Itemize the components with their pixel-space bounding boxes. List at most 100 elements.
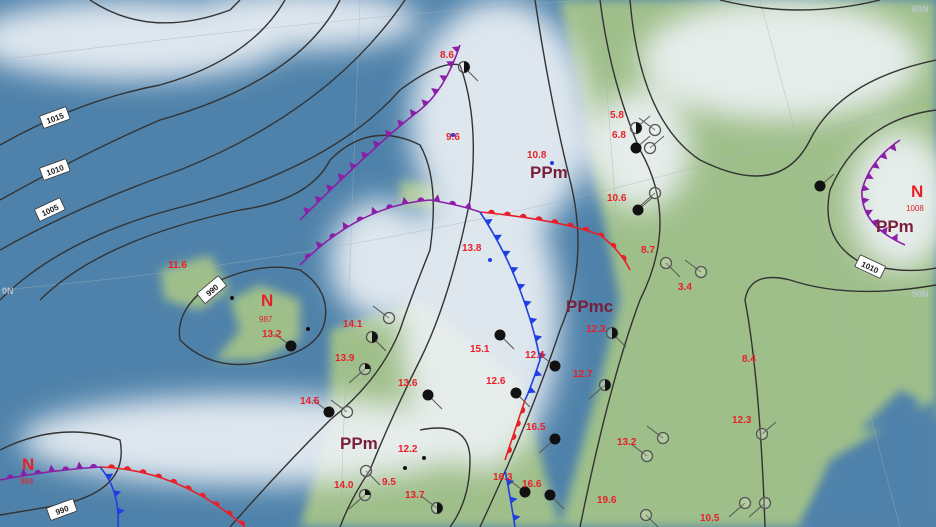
front-triangle bbox=[494, 234, 502, 242]
air-mass-label: PPm bbox=[340, 434, 378, 453]
temperature-label: 12.3 bbox=[732, 415, 752, 426]
front-semicircle bbox=[62, 466, 70, 471]
front-semicircle bbox=[226, 510, 233, 517]
front-triangle bbox=[871, 219, 880, 227]
wind-barb bbox=[348, 494, 366, 510]
weather-fronts bbox=[0, 44, 906, 527]
front-semicircle bbox=[213, 501, 220, 507]
warm-front-central bbox=[504, 399, 526, 461]
cloud-cover-symbol bbox=[323, 406, 335, 418]
cloud-cover-symbol bbox=[639, 508, 653, 522]
wind-barb bbox=[638, 117, 656, 131]
temperature-label: 3.4 bbox=[678, 282, 692, 293]
front-triangle bbox=[484, 218, 493, 226]
cloud-cover-symbol bbox=[643, 141, 657, 155]
front-triangle bbox=[349, 162, 357, 170]
station-dot bbox=[451, 133, 455, 137]
cloud-cover-symbol bbox=[630, 142, 642, 154]
temperature-label: 13.8 bbox=[462, 243, 482, 254]
low-pressure: 1008 bbox=[906, 204, 924, 213]
wind-barb bbox=[728, 502, 746, 518]
front-triangle bbox=[409, 109, 417, 117]
lat-label-60n: 60N bbox=[912, 4, 929, 14]
station-dot bbox=[306, 327, 310, 331]
station-dot bbox=[230, 296, 234, 300]
temperature-label: 10.5 bbox=[700, 513, 720, 524]
cloud-cover-symbol bbox=[549, 360, 561, 372]
station-plot bbox=[457, 60, 479, 82]
front-semicircle bbox=[139, 469, 147, 474]
temperature-label: 14.1 bbox=[343, 319, 363, 330]
front-semicircle bbox=[610, 242, 617, 249]
station-plot bbox=[372, 305, 396, 325]
wind-barb bbox=[638, 192, 656, 208]
black-sea bbox=[800, 390, 936, 527]
occluded-front-east bbox=[861, 139, 906, 246]
station-plot bbox=[420, 495, 444, 515]
cloud-cover-symbol bbox=[422, 389, 434, 401]
lat-label-50n: 50N bbox=[912, 289, 929, 299]
temperature-label: 11.6 bbox=[168, 260, 187, 271]
cloud-cover-symbol bbox=[382, 311, 396, 325]
front-semicircle bbox=[535, 216, 543, 221]
front-triangle bbox=[421, 99, 429, 107]
temperature-label: 15.1 bbox=[470, 344, 490, 355]
front-triangle bbox=[397, 119, 405, 127]
station-plot bbox=[684, 259, 708, 279]
front-triangle bbox=[76, 461, 84, 469]
station-plot bbox=[605, 326, 627, 348]
station-plot bbox=[643, 135, 665, 155]
station-plot bbox=[638, 186, 662, 208]
svg-text:990: 990 bbox=[54, 504, 70, 517]
isobar-label: 1010 bbox=[39, 158, 71, 181]
front-semicircle bbox=[329, 233, 336, 239]
temperature-label: 13.2 bbox=[617, 437, 637, 448]
front-triangle bbox=[464, 201, 472, 210]
front-triangle bbox=[314, 195, 323, 204]
isobar-label: 1005 bbox=[34, 197, 66, 222]
station-plot bbox=[508, 479, 531, 498]
cloud-cover-symbol bbox=[285, 340, 297, 352]
front-triangle bbox=[303, 206, 311, 215]
front-semicircle bbox=[6, 474, 14, 479]
temperature-label: 8.6 bbox=[440, 50, 454, 61]
front-semicircle bbox=[386, 204, 394, 209]
front-semicircle bbox=[90, 463, 98, 468]
front-semicircle bbox=[123, 466, 131, 471]
front-semicircle bbox=[566, 222, 574, 227]
cloud-cover-symbol bbox=[755, 427, 769, 441]
station-plot bbox=[510, 387, 531, 408]
temperature-label: 16.6 bbox=[522, 479, 542, 490]
front-semicircle bbox=[487, 209, 495, 214]
low-symbol: N bbox=[911, 182, 923, 201]
front-semicircle bbox=[520, 406, 526, 414]
station-plot bbox=[550, 161, 554, 165]
front-triangle bbox=[880, 226, 888, 235]
front-semicircle bbox=[449, 200, 456, 206]
cloud-cover-symbol bbox=[359, 464, 373, 478]
front-semicircle bbox=[519, 213, 527, 218]
front-semicircle bbox=[417, 197, 425, 202]
cold-front-sw bbox=[99, 466, 125, 527]
front-semicircle bbox=[582, 226, 590, 232]
station-plot bbox=[814, 173, 835, 192]
station-plot bbox=[359, 464, 381, 486]
front-semicircle bbox=[34, 469, 42, 474]
station-plot bbox=[630, 443, 654, 463]
low-symbol: N bbox=[22, 455, 34, 474]
cloud-cover-symbol bbox=[694, 265, 708, 279]
wind-barb bbox=[665, 262, 681, 278]
temperature-label: 13.6 bbox=[398, 378, 418, 389]
temperature-label: 12.3 bbox=[586, 324, 606, 335]
front-semicircle bbox=[170, 478, 178, 484]
temperature-label: 13.7 bbox=[405, 490, 425, 501]
front-triangle bbox=[439, 75, 448, 82]
wind-barb bbox=[646, 425, 664, 439]
front-triangle bbox=[862, 197, 870, 205]
cloud-cover-symbol bbox=[632, 204, 644, 216]
low-center: N 984 bbox=[20, 455, 34, 486]
front-semicircle bbox=[621, 255, 627, 262]
temperature-labels: 8.6 9.6 10.8 5.8 6.8 10.6 8.7 3.4 13.8 11.6 13.2 14… bbox=[168, 50, 756, 524]
cloud-cover-symbol bbox=[659, 256, 673, 270]
